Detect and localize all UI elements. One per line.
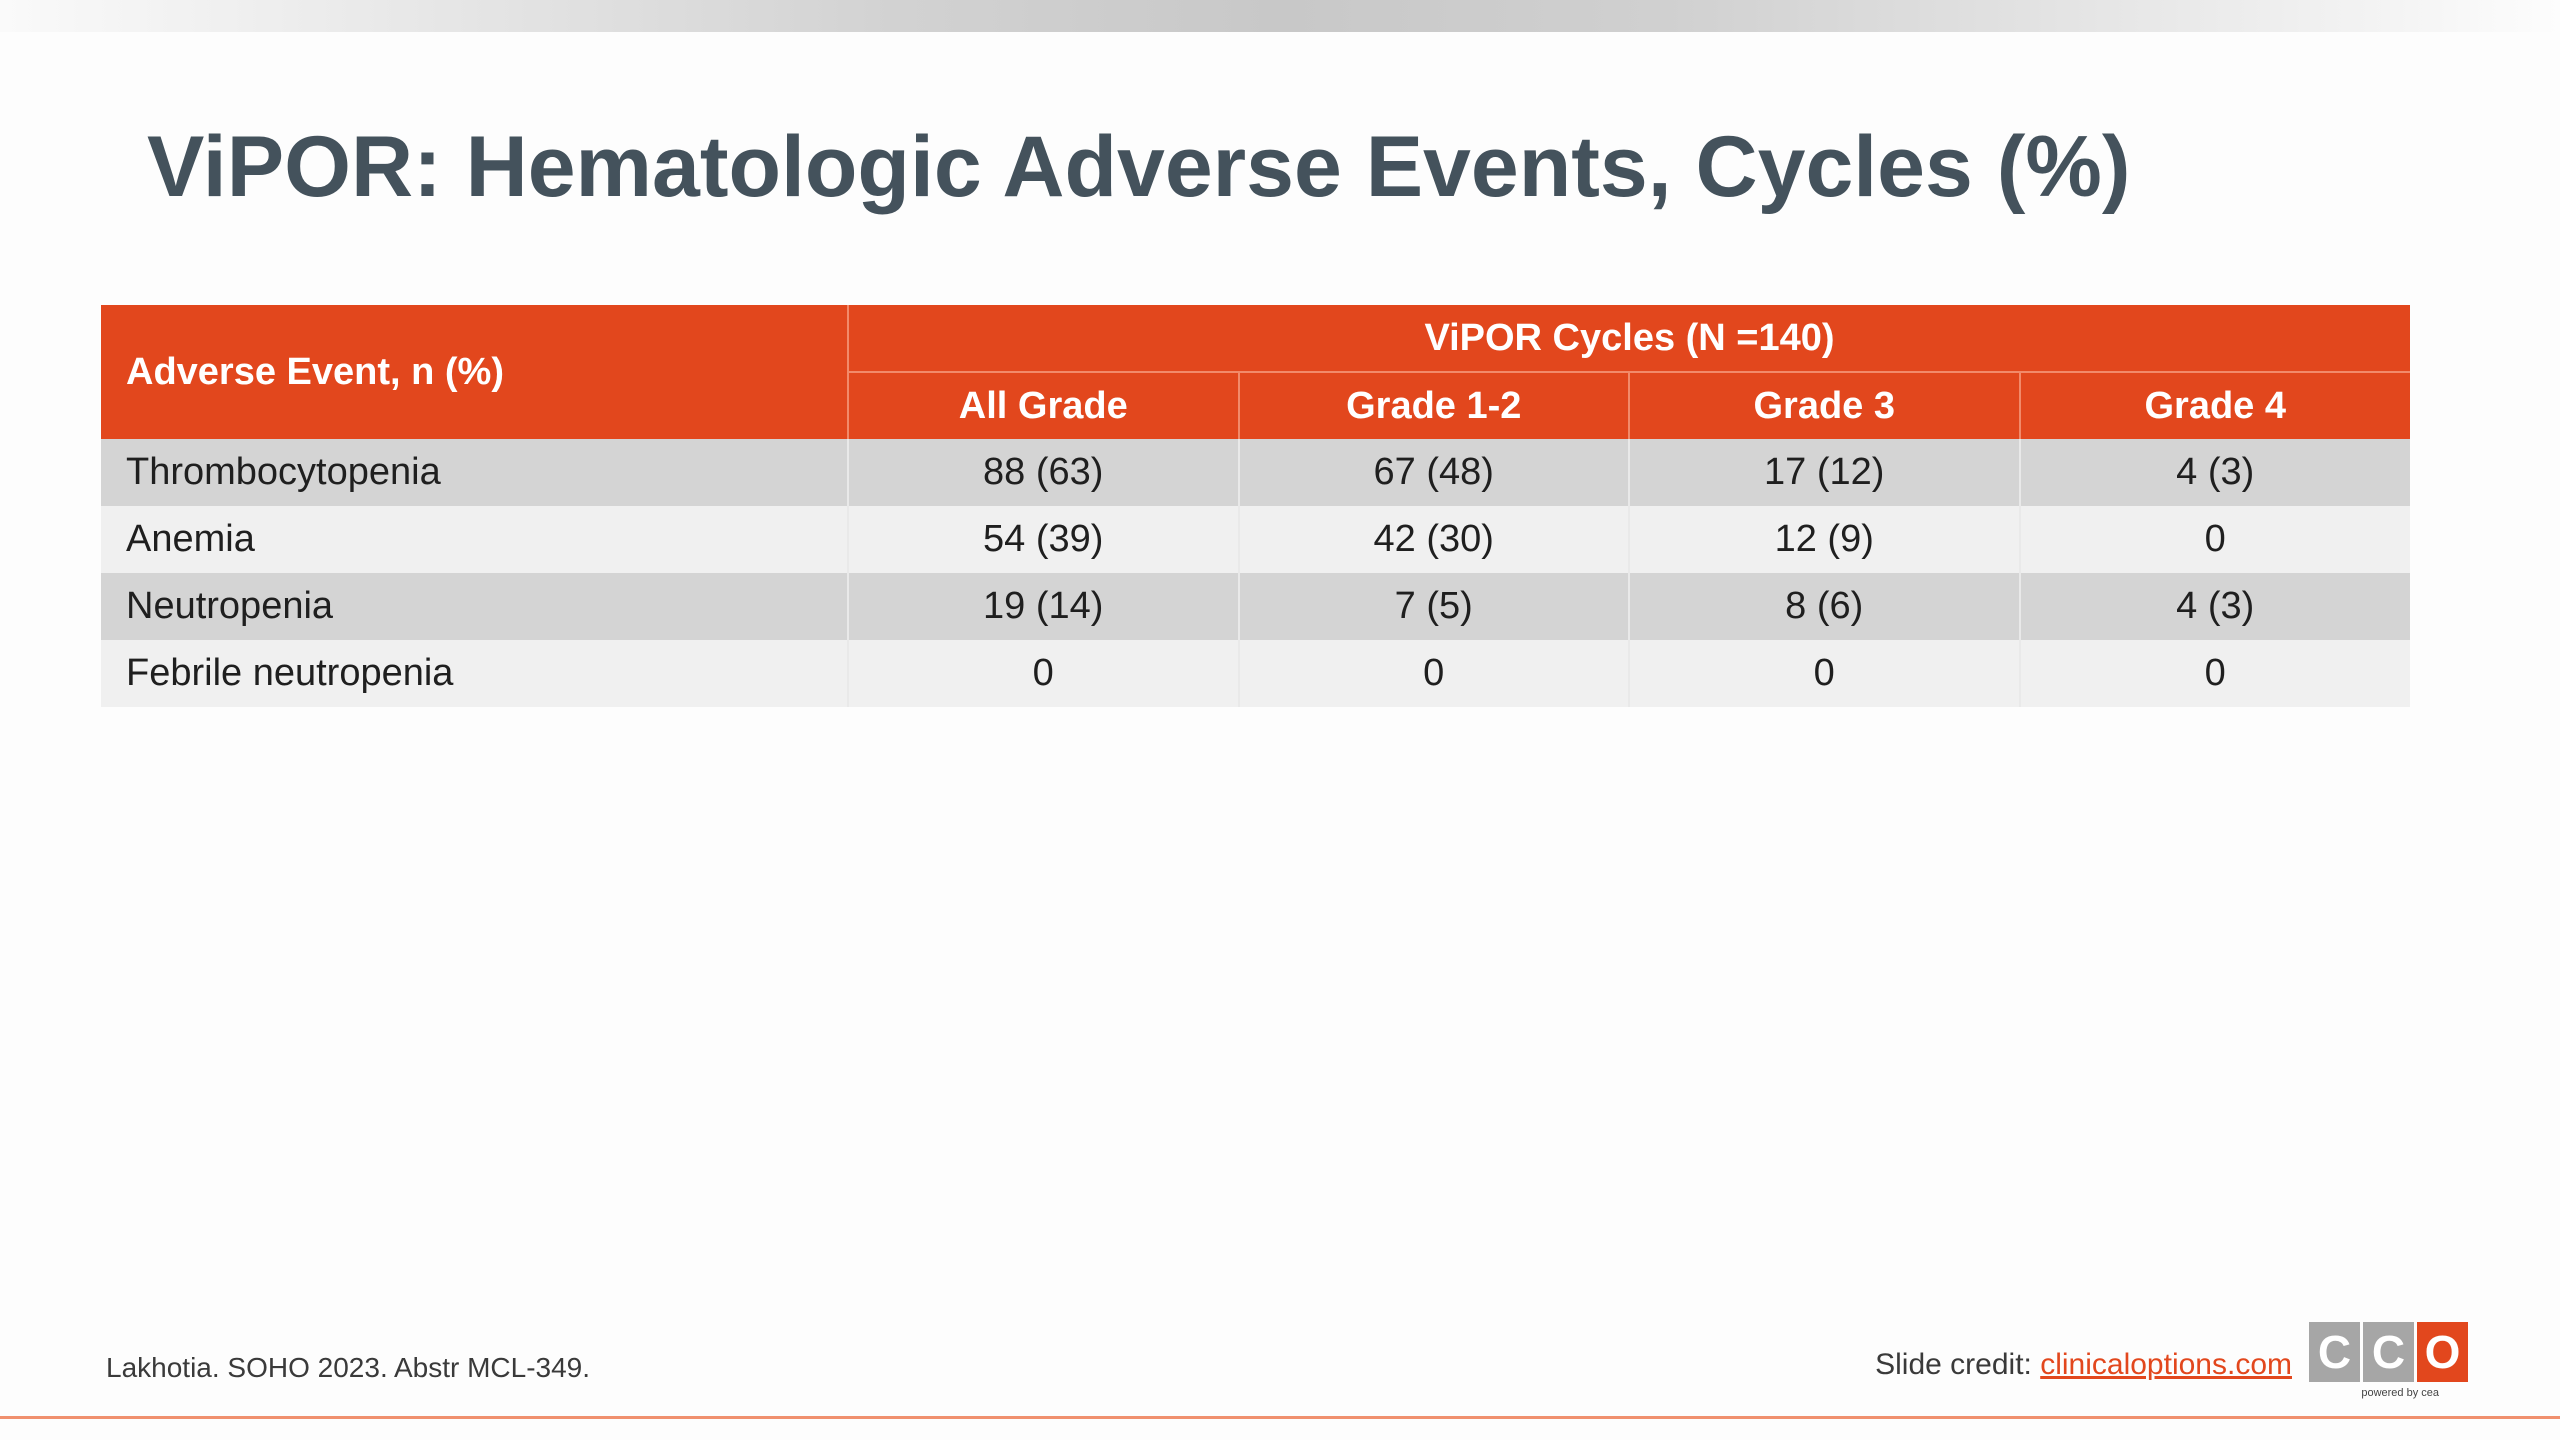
- column-header: Grade 4: [2018, 371, 2410, 439]
- group-header-cell: ViPOR Cycles (N =140): [847, 305, 2410, 372]
- value-cell: 0: [2018, 506, 2410, 573]
- bottom-divider: [0, 1416, 2560, 1419]
- credit-label: Slide credit:: [1875, 1348, 2032, 1381]
- value-cell: 4 (3): [2018, 439, 2410, 506]
- table-row: Thrombocytopenia 88 (63) 67 (48) 17 (12)…: [101, 439, 2410, 506]
- value-cell: 0: [2018, 640, 2410, 707]
- event-name-cell: Anemia: [101, 506, 848, 573]
- event-name-cell: Neutropenia: [101, 573, 848, 640]
- value-cell: 0: [1237, 640, 1629, 707]
- value-cell: 42 (30): [1237, 506, 1629, 573]
- value-cell: 54 (39): [847, 506, 1239, 573]
- event-name-cell: Febrile neutropenia: [101, 640, 848, 707]
- table-row: Neutropenia 19 (14) 7 (5) 8 (6) 4 (3): [101, 573, 2410, 640]
- table-row: Febrile neutropenia 0 0 0 0: [101, 640, 2410, 707]
- table-column-header-row: All Grade Grade 1-2 Grade 3 Grade 4: [101, 371, 2410, 439]
- value-cell: 4 (3): [2018, 573, 2410, 640]
- value-cell: 12 (9): [1628, 506, 2020, 573]
- value-cell: 19 (14): [847, 573, 1239, 640]
- value-cell: 0: [847, 640, 1239, 707]
- value-cell: 88 (63): [847, 439, 1239, 506]
- value-cell: 8 (6): [1628, 573, 2020, 640]
- column-header: Grade 1-2: [1237, 371, 1629, 439]
- value-cell: 17 (12): [1628, 439, 2020, 506]
- credit-link[interactable]: clinicaloptions.com: [2040, 1348, 2292, 1381]
- slide-credit: Slide credit: clinicaloptions.com: [1875, 1348, 2292, 1382]
- logo-letter: C: [2363, 1322, 2414, 1382]
- citation-text: Lakhotia. SOHO 2023. Abstr MCL-349.: [106, 1352, 591, 1383]
- column-header: Grade 3: [1628, 371, 2020, 439]
- logo-letter: C: [2309, 1322, 2360, 1382]
- event-name-cell: Thrombocytopenia: [101, 439, 848, 506]
- table-group-header-row: Adverse Event, n (%) ViPOR Cycles (N =14…: [101, 305, 2410, 439]
- top-gradient-bar: [0, 0, 2560, 32]
- logo-tagline: powered by cea: [2361, 1387, 2439, 1399]
- adverse-events-table: Adverse Event, n (%) ViPOR Cycles (N =14…: [101, 305, 2410, 707]
- value-cell: 67 (48): [1237, 439, 1629, 506]
- logo-letter: O: [2417, 1322, 2468, 1382]
- value-cell: 7 (5): [1237, 573, 1629, 640]
- table-row: Anemia 54 (39) 42 (30) 12 (9) 0: [101, 506, 2410, 573]
- slide-title: ViPOR: Hematologic Adverse Events, Cycle…: [147, 119, 2131, 215]
- value-cell: 0: [1628, 640, 2020, 707]
- column-header: All Grade: [847, 371, 1239, 439]
- cco-logo: C C O powered by cea: [2309, 1322, 2469, 1406]
- row-header-cell: Adverse Event, n (%): [101, 305, 848, 439]
- logo-letters: C C O: [2309, 1322, 2469, 1382]
